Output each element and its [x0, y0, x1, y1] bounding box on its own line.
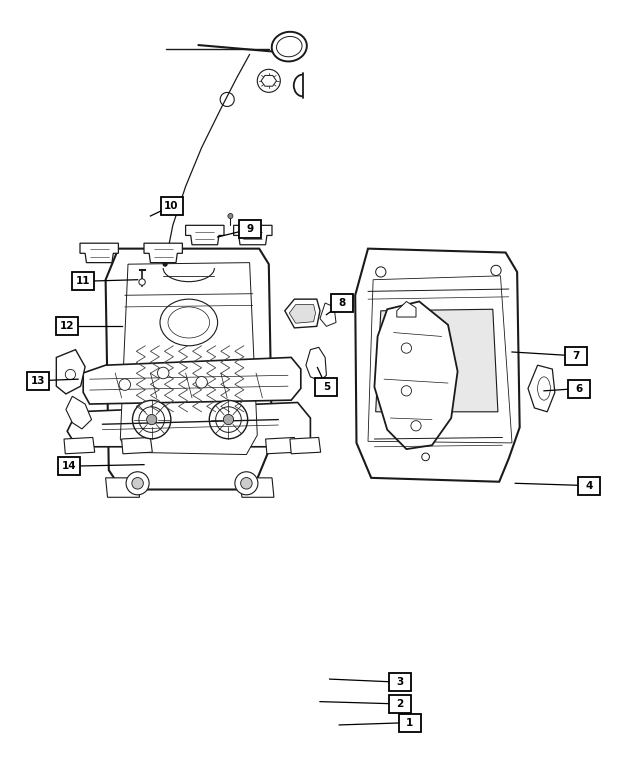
Circle shape: [132, 400, 171, 439]
Circle shape: [132, 478, 143, 489]
Circle shape: [376, 267, 386, 277]
Circle shape: [257, 69, 280, 92]
Text: 2: 2: [396, 699, 404, 709]
Bar: [56, 317, 78, 336]
Text: 4: 4: [585, 481, 593, 490]
Text: 10: 10: [164, 201, 179, 211]
Ellipse shape: [168, 307, 210, 338]
Circle shape: [163, 262, 168, 267]
Bar: [72, 272, 94, 291]
Circle shape: [196, 377, 207, 388]
Circle shape: [235, 472, 258, 495]
Polygon shape: [376, 309, 498, 412]
Polygon shape: [120, 263, 257, 455]
Bar: [578, 476, 600, 495]
Bar: [239, 220, 260, 239]
Text: 14: 14: [62, 462, 76, 471]
Bar: [161, 197, 182, 215]
Bar: [332, 294, 353, 312]
Text: 12: 12: [60, 322, 74, 331]
Circle shape: [264, 75, 274, 86]
Polygon shape: [144, 243, 182, 263]
Circle shape: [119, 379, 131, 390]
Polygon shape: [106, 249, 272, 490]
Text: 5: 5: [323, 382, 330, 392]
Polygon shape: [290, 437, 321, 454]
Text: 8: 8: [339, 298, 346, 308]
Circle shape: [223, 414, 234, 425]
Circle shape: [491, 265, 501, 276]
Polygon shape: [266, 437, 296, 454]
Bar: [568, 379, 590, 398]
Polygon shape: [66, 396, 92, 429]
Polygon shape: [186, 225, 224, 245]
Circle shape: [147, 414, 157, 425]
Text: 7: 7: [572, 351, 580, 361]
Ellipse shape: [160, 299, 218, 346]
Polygon shape: [285, 299, 320, 328]
Circle shape: [65, 369, 76, 380]
Text: 3: 3: [396, 678, 404, 687]
Polygon shape: [80, 243, 118, 263]
Polygon shape: [234, 225, 272, 245]
Circle shape: [216, 407, 241, 432]
Polygon shape: [397, 301, 416, 317]
Polygon shape: [67, 402, 310, 447]
Bar: [399, 713, 420, 732]
Circle shape: [157, 368, 169, 378]
Circle shape: [401, 343, 412, 354]
Circle shape: [228, 214, 233, 218]
Bar: [565, 347, 587, 365]
Ellipse shape: [538, 377, 550, 400]
Polygon shape: [374, 301, 458, 449]
Polygon shape: [83, 357, 301, 404]
Text: 11: 11: [76, 277, 90, 286]
Polygon shape: [306, 347, 326, 381]
Bar: [316, 378, 337, 396]
Polygon shape: [320, 303, 336, 326]
Ellipse shape: [272, 32, 307, 61]
Text: 9: 9: [246, 225, 253, 234]
Circle shape: [209, 400, 248, 439]
Polygon shape: [355, 249, 520, 482]
Text: 1: 1: [406, 718, 413, 727]
Text: 13: 13: [31, 376, 45, 385]
Circle shape: [241, 478, 252, 489]
Bar: [389, 695, 411, 713]
Circle shape: [422, 453, 429, 461]
Polygon shape: [64, 437, 95, 454]
Polygon shape: [289, 305, 316, 323]
Circle shape: [411, 420, 421, 431]
Ellipse shape: [276, 37, 302, 57]
Bar: [28, 371, 49, 390]
Circle shape: [126, 472, 149, 495]
Bar: [389, 673, 411, 692]
Polygon shape: [56, 350, 85, 394]
Polygon shape: [528, 365, 555, 412]
Circle shape: [401, 385, 412, 396]
Polygon shape: [122, 437, 152, 454]
Circle shape: [139, 279, 145, 285]
Circle shape: [139, 407, 164, 432]
Polygon shape: [240, 478, 274, 497]
Polygon shape: [106, 478, 140, 497]
Polygon shape: [261, 75, 276, 86]
Text: 6: 6: [575, 384, 583, 393]
Bar: [58, 457, 80, 476]
